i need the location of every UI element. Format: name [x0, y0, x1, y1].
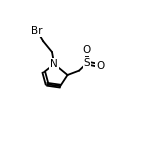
Text: S: S — [84, 58, 90, 68]
Text: Br: Br — [32, 26, 43, 36]
Text: O: O — [83, 45, 91, 55]
Text: O: O — [96, 61, 104, 71]
Text: N: N — [50, 59, 58, 69]
